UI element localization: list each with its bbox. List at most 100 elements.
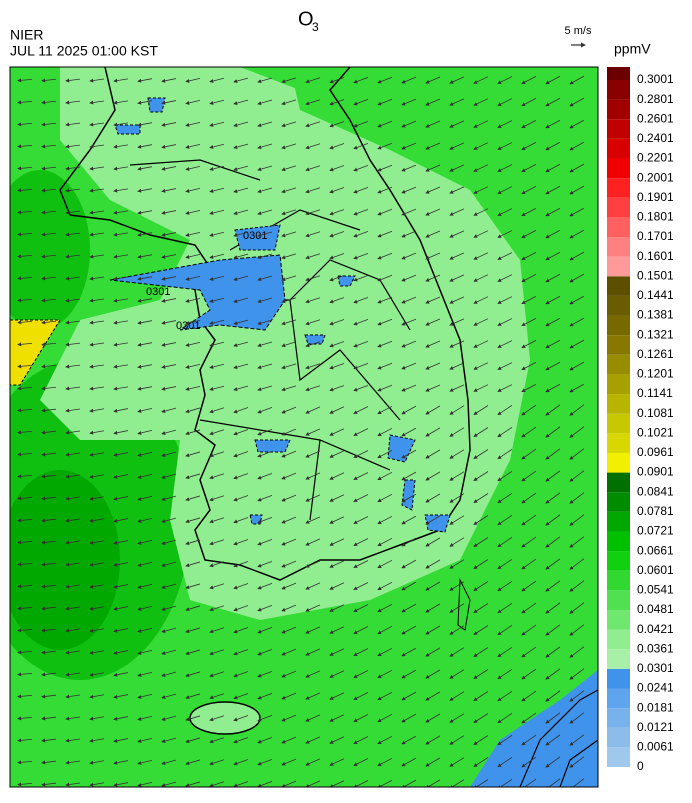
wind-arrow [41,738,57,743]
colorbar-segment [607,354,630,375]
wind-arrow [425,559,441,569]
wind-arrow [377,252,393,260]
colorbar-label: 0.0601 [637,563,674,577]
wind-arrow [521,252,537,260]
wind-arrow [233,407,249,414]
wind-arrow [449,515,465,525]
wind-arrow [569,75,585,85]
wind-arrow [353,516,369,524]
wind-arrow [401,625,417,635]
wind-arrow [89,738,105,743]
wind-arrow [41,606,57,611]
wind-arrow [473,120,489,128]
colorbar-label: 0.1801 [637,210,674,224]
wind-arrow [521,384,537,392]
wind-arrow [425,669,441,679]
wind-arrow [209,319,225,325]
wind-arrow [377,515,393,525]
colorbar-segment [607,551,630,571]
wind-arrow [521,646,537,658]
wind-arrow [425,164,441,172]
wind-arrow [281,143,297,150]
wind-arrow [521,296,537,304]
wind-arrow [41,430,57,435]
wind-arrow [161,561,177,567]
wind-arrow [545,317,561,327]
wind-arrow [41,100,57,105]
wind-arrow [425,186,441,194]
wind-arrow [353,714,369,722]
wind-arrow [17,694,33,699]
colorbar-label: 0.0961 [637,445,674,459]
wind-arrow [113,408,129,413]
wind-arrow [209,561,225,568]
wind-arrow [521,208,537,216]
wind-arrow [65,584,81,589]
wind-arrow [41,144,57,149]
wind-arrow [329,275,345,282]
wind-arrow [281,77,297,84]
wind-arrow [137,715,153,721]
wind-arrow [353,626,369,634]
wind-arrow [185,693,201,700]
dark-region [10,470,120,650]
wind-arrow [185,320,201,325]
wind-arrow [353,77,369,84]
wind-arrow [569,361,585,371]
wind-arrow [233,605,249,612]
wind-arrow [185,473,201,480]
colorbar-segment [607,276,630,296]
wind-arrow [65,78,81,83]
wind-arrow [257,253,273,260]
colorbar-label: 0.0121 [637,720,674,734]
wind-arrow [377,164,393,172]
colorbar-segment [607,67,630,80]
wind-arrow [425,603,441,613]
wind-arrow [161,254,177,259]
wind-arrow [425,120,441,128]
wind-arrow [281,472,297,480]
wind-arrow [281,670,297,678]
wind-arrow [521,756,537,768]
wind-arrow [497,734,513,746]
wind-arrow [113,584,129,589]
wind-arrow [257,714,273,722]
colorbar-segment [607,158,630,179]
wind-arrow [305,363,321,370]
wind-arrow [329,780,345,787]
wind-arrow [185,166,201,171]
boundary [129,159,411,521]
wind-arrow [449,471,465,481]
wind-arrow [401,691,417,701]
wind-arrow [137,693,153,699]
wind-arrow [521,230,537,238]
wind-arrow [497,384,513,392]
wind-arrow [185,671,201,678]
wind-arrow [521,340,537,348]
wind-arrow [137,232,153,237]
wind-arrow [401,208,417,216]
wind-arrow [185,781,201,787]
wind-arrow [257,604,273,612]
wind-arrow [545,97,561,107]
wind-arrow [377,120,393,128]
wind-arrow [305,209,321,216]
wind-arrow [65,144,81,149]
wind-arrow [401,427,417,437]
wind-arrow [161,539,177,545]
wind-arrow [233,363,249,369]
wind-arrow [401,274,417,282]
wind-arrow [17,496,33,501]
wind-arrow [113,342,129,347]
island [189,701,261,735]
wind-arrow [545,207,561,217]
wind-arrow [425,340,441,348]
wind-arrow [425,537,441,547]
wind-arrow [209,649,225,656]
colorbar-label: 0.1021 [637,425,674,439]
wind-arrow [257,341,273,348]
wind-arrow [185,539,201,546]
wind-arrow [497,76,513,84]
wind-arrow [425,647,441,657]
wind-arrow [473,669,489,679]
